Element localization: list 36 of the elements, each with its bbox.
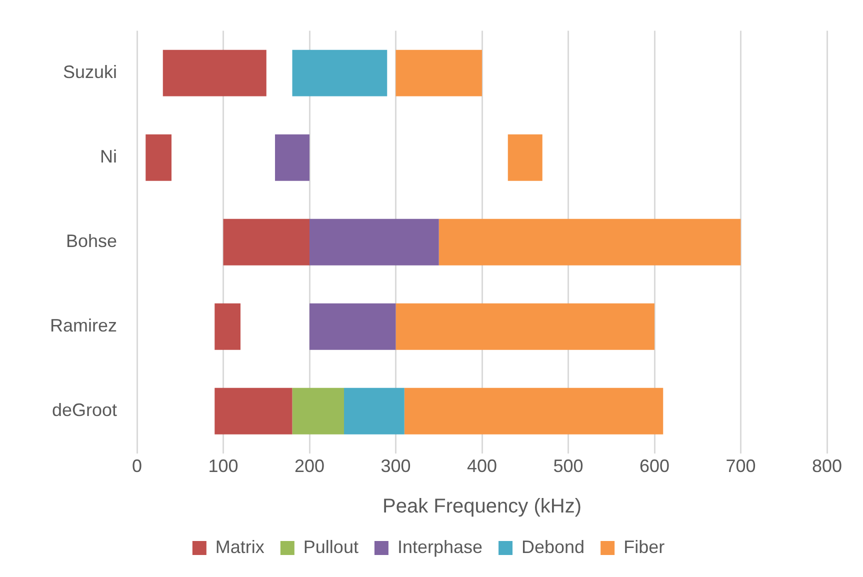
y-tick-label: Ramirez <box>50 316 118 336</box>
legend-label: Fiber <box>624 536 665 557</box>
legend-label: Interphase <box>397 536 483 557</box>
legend-label: Pullout <box>303 536 358 557</box>
bar <box>310 303 396 350</box>
bar <box>292 388 344 434</box>
y-tick-label: Bohse <box>66 231 118 252</box>
bar <box>275 134 310 181</box>
bar <box>404 388 664 434</box>
bar <box>214 388 292 434</box>
bar <box>438 218 741 266</box>
bar <box>162 50 266 96</box>
bar <box>146 134 172 181</box>
bar <box>396 50 482 96</box>
bar <box>508 134 542 181</box>
x-tick-label: 200 <box>294 456 325 476</box>
bar <box>310 218 439 266</box>
x-tick-label: 800 <box>812 456 842 476</box>
x-tick-label: 400 <box>466 456 498 476</box>
x-tick-label: 100 <box>208 456 238 476</box>
x-tick-label: 700 <box>726 456 756 476</box>
x-axis-title: Peak Frequency (kHz) <box>382 496 582 518</box>
x-tick-label: 300 <box>380 456 411 476</box>
bar <box>223 218 310 266</box>
y-tick-label: Ni <box>100 146 118 167</box>
legend-label: Matrix <box>215 536 264 557</box>
bar <box>292 50 388 96</box>
x-tick-label: 600 <box>639 456 670 476</box>
y-tick-label: Suzuki <box>62 62 118 82</box>
x-tick-label: 500 <box>553 456 584 476</box>
bar <box>344 388 404 434</box>
legend-label: Debond <box>522 536 585 557</box>
bar <box>214 303 241 350</box>
y-tick-label: deGroot <box>52 400 118 420</box>
x-tick-label: 0 <box>132 456 142 476</box>
bar <box>396 303 654 350</box>
